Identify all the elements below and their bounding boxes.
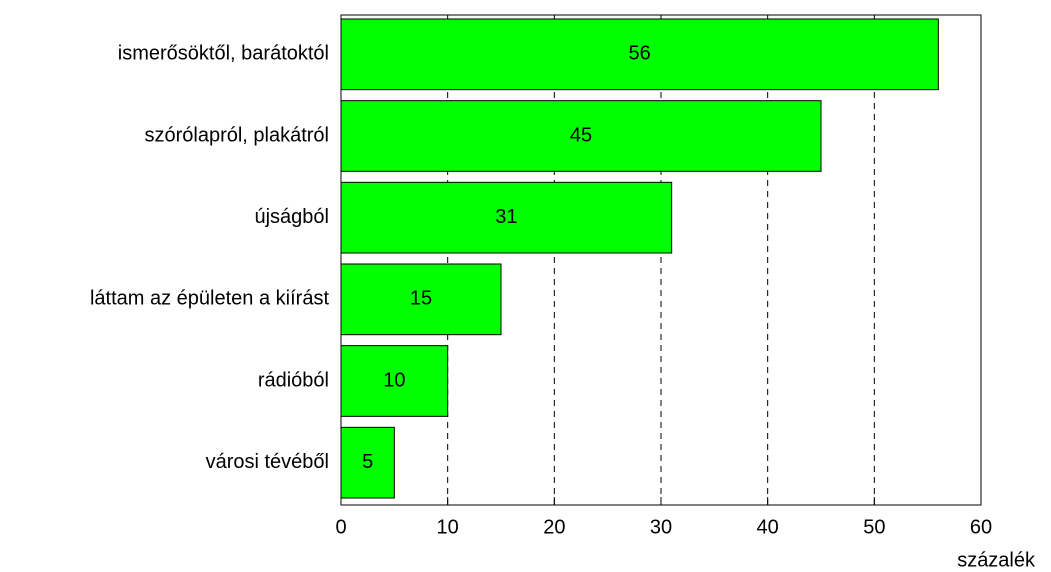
plot-frame [340, 14, 982, 506]
y-tick-label: rádióból [258, 369, 329, 391]
x-tick-label: 50 [863, 516, 885, 538]
y-tick-label: láttam az épületen a kiírást [90, 288, 329, 310]
data-label: 31 [495, 206, 517, 228]
bar [340, 426, 395, 499]
y-tick-label: szórólapról, plakátról [144, 124, 329, 146]
bar [340, 345, 449, 417]
y-tick-label: ismerősöktől, barátoktól [118, 43, 329, 65]
y-tick-label: újságból [254, 206, 329, 228]
x-tick-label: 20 [543, 516, 565, 538]
x-axis-label: százalék [957, 549, 1036, 571]
data-label: 10 [383, 369, 405, 391]
y-tick-label: városi tévéből [206, 451, 329, 473]
data-label: 56 [629, 43, 651, 65]
bar [340, 181, 673, 254]
data-label: 45 [570, 124, 592, 146]
bar [340, 18, 939, 91]
x-tick-label: 40 [757, 516, 779, 538]
bar [340, 100, 822, 172]
bar [340, 263, 502, 336]
data-label: 5 [362, 451, 373, 473]
x-tick-label: 60 [970, 516, 992, 538]
x-tick-label: 0 [335, 516, 346, 538]
x-tick-label: 30 [650, 516, 672, 538]
data-label: 15 [410, 288, 432, 310]
x-tick-label: 10 [437, 516, 459, 538]
